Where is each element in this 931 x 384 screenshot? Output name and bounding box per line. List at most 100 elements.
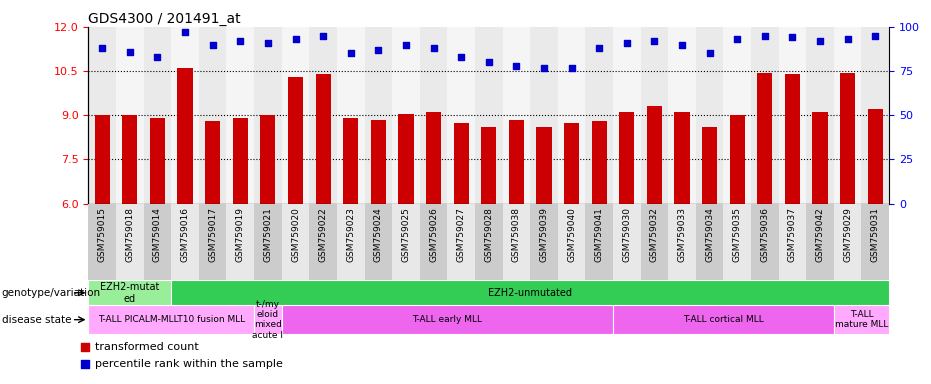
Bar bbox=[95, 115, 110, 204]
Point bbox=[122, 48, 137, 55]
Text: transformed count: transformed count bbox=[96, 341, 199, 352]
Bar bbox=[723, 27, 751, 204]
Bar bbox=[778, 27, 806, 204]
Bar bbox=[392, 204, 420, 280]
Text: T-ALL
mature MLL: T-ALL mature MLL bbox=[835, 310, 888, 329]
Bar bbox=[558, 204, 586, 280]
Text: GSM759026: GSM759026 bbox=[429, 207, 439, 262]
Bar bbox=[426, 112, 441, 204]
Text: T-ALL early MLL: T-ALL early MLL bbox=[412, 315, 482, 324]
Bar bbox=[233, 118, 248, 204]
Bar bbox=[88, 305, 254, 334]
Point bbox=[758, 33, 773, 39]
Point bbox=[841, 36, 856, 42]
Bar bbox=[868, 109, 883, 204]
Text: GSM759020: GSM759020 bbox=[291, 207, 300, 262]
Bar bbox=[337, 204, 365, 280]
Point bbox=[261, 40, 276, 46]
Bar bbox=[536, 127, 551, 204]
Bar bbox=[613, 27, 641, 204]
Point bbox=[398, 41, 413, 48]
Text: GSM759019: GSM759019 bbox=[236, 207, 245, 262]
Bar bbox=[757, 73, 773, 204]
Point bbox=[564, 65, 579, 71]
Bar bbox=[282, 27, 309, 204]
Bar bbox=[261, 115, 276, 204]
Bar bbox=[834, 27, 861, 204]
Bar bbox=[481, 127, 496, 204]
Bar bbox=[558, 27, 586, 204]
Point bbox=[730, 36, 745, 42]
Bar bbox=[420, 27, 448, 204]
Point bbox=[536, 65, 551, 71]
Bar bbox=[861, 204, 889, 280]
Point bbox=[316, 33, 331, 39]
Bar bbox=[861, 27, 889, 204]
Text: GSM759039: GSM759039 bbox=[539, 207, 548, 262]
Point bbox=[371, 47, 385, 53]
Text: GSM759037: GSM759037 bbox=[788, 207, 797, 262]
Bar bbox=[730, 115, 745, 204]
Text: GSM759018: GSM759018 bbox=[126, 207, 134, 262]
Bar bbox=[448, 27, 475, 204]
Bar bbox=[344, 118, 358, 204]
Bar bbox=[702, 127, 717, 204]
Bar bbox=[309, 27, 337, 204]
Bar bbox=[122, 115, 138, 204]
Point bbox=[453, 54, 468, 60]
Bar bbox=[316, 74, 331, 204]
Text: GSM759021: GSM759021 bbox=[263, 207, 273, 262]
Bar bbox=[171, 27, 199, 204]
Text: GSM759014: GSM759014 bbox=[153, 207, 162, 262]
Bar bbox=[647, 106, 662, 204]
Text: T-ALL cortical MLL: T-ALL cortical MLL bbox=[683, 315, 763, 324]
Bar bbox=[116, 27, 143, 204]
Text: GSM759023: GSM759023 bbox=[346, 207, 356, 262]
Bar bbox=[143, 204, 171, 280]
Bar bbox=[806, 27, 834, 204]
Text: GSM759016: GSM759016 bbox=[181, 207, 190, 262]
Bar bbox=[503, 204, 530, 280]
Point bbox=[178, 29, 193, 35]
Text: GSM759027: GSM759027 bbox=[457, 207, 466, 262]
Text: GSM759029: GSM759029 bbox=[843, 207, 852, 262]
Bar bbox=[205, 121, 221, 204]
Text: GDS4300 / 201491_at: GDS4300 / 201491_at bbox=[88, 12, 241, 26]
Bar bbox=[282, 204, 309, 280]
Bar bbox=[503, 27, 530, 204]
Bar bbox=[613, 305, 834, 334]
Bar bbox=[530, 204, 558, 280]
Bar bbox=[226, 204, 254, 280]
Bar bbox=[586, 204, 613, 280]
Bar bbox=[288, 77, 304, 204]
Bar bbox=[813, 112, 828, 204]
Point bbox=[868, 33, 883, 39]
Bar bbox=[150, 118, 165, 204]
Text: GSM759015: GSM759015 bbox=[98, 207, 107, 262]
Text: GSM759022: GSM759022 bbox=[318, 207, 328, 262]
Point bbox=[509, 63, 524, 69]
Text: EZH2-unmutated: EZH2-unmutated bbox=[488, 288, 573, 298]
Bar bbox=[668, 204, 695, 280]
Text: GSM759041: GSM759041 bbox=[595, 207, 603, 262]
Bar bbox=[834, 204, 861, 280]
Text: GSM759038: GSM759038 bbox=[512, 207, 520, 262]
Bar bbox=[619, 112, 634, 204]
Bar bbox=[282, 305, 613, 334]
Bar bbox=[613, 204, 641, 280]
Text: GSM759025: GSM759025 bbox=[401, 207, 411, 262]
Point bbox=[344, 50, 358, 56]
Bar bbox=[420, 204, 448, 280]
Point bbox=[77, 361, 92, 367]
Bar bbox=[365, 27, 392, 204]
Bar bbox=[371, 120, 386, 204]
Text: t-/my
eloid
mixed
acute l: t-/my eloid mixed acute l bbox=[252, 300, 283, 340]
Point bbox=[785, 35, 800, 41]
Bar bbox=[365, 204, 392, 280]
Bar bbox=[392, 27, 420, 204]
Bar bbox=[641, 204, 668, 280]
Bar bbox=[668, 27, 695, 204]
Point bbox=[619, 40, 634, 46]
Text: GSM759024: GSM759024 bbox=[374, 207, 383, 262]
Text: GSM759032: GSM759032 bbox=[650, 207, 659, 262]
